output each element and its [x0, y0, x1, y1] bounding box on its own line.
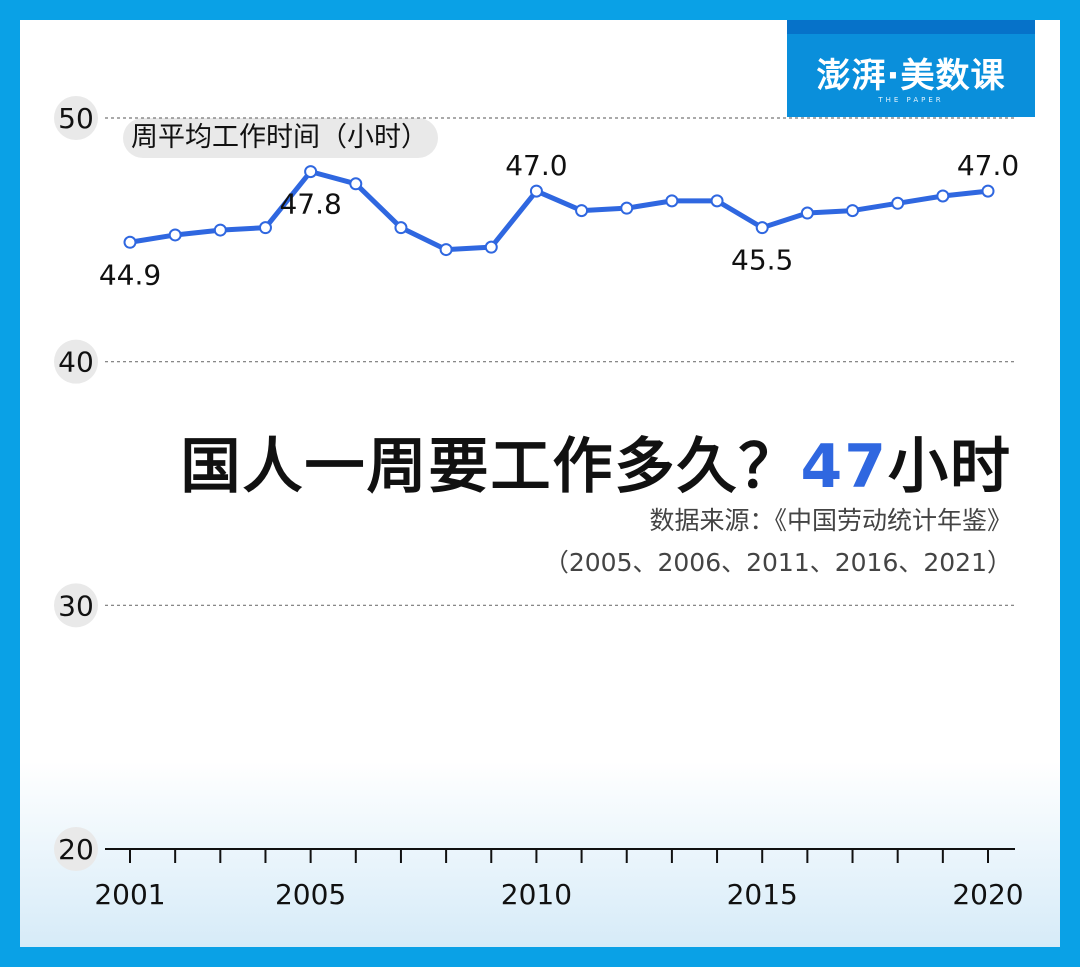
data-label-2010: 47.0: [505, 149, 567, 182]
data-label-2001: 44.9: [99, 258, 161, 291]
data-point-2016: [800, 206, 814, 220]
data-point-2013: [665, 194, 679, 208]
y-axis-label: 周平均工作时间（小时）: [123, 118, 438, 158]
y-tick-badge-20: [54, 827, 98, 871]
data-point-2011: [575, 204, 589, 218]
x-tick-label-2020: 2020: [952, 878, 1023, 911]
data-point-2015: [755, 221, 769, 235]
data-point-2012: [620, 201, 634, 215]
y-tick-badge-40: [54, 339, 98, 384]
data-label-2005: 47.8: [279, 188, 341, 221]
y-tick-badge-50: [54, 96, 98, 140]
chart-frame: 澎湃·美数课 THE PAPER 周平均工作时间（小时） 国人一周要工作多久？4…: [20, 20, 1060, 947]
x-tick-label-2001: 2001: [94, 878, 165, 911]
series-line: [127, 169, 991, 253]
data-label-2015: 45.5: [731, 244, 793, 277]
source-line-2: （2005、2006、2011、2016、2021）: [543, 548, 1012, 577]
data-point-2020: [981, 184, 995, 198]
data-label-2020: 47.0: [957, 149, 1019, 182]
data-point-2003: [213, 223, 227, 237]
source-line-1: 数据来源：《中国劳动统计年鉴》: [649, 506, 1012, 535]
data-source: 数据来源：《中国劳动统计年鉴》 （2005、2006、2011、2016、202…: [544, 500, 1012, 584]
x-tick-label-2015: 2015: [727, 878, 798, 911]
x-tick-label-2010: 2010: [501, 878, 572, 911]
data-point-2018: [891, 196, 905, 210]
logo-text: 澎湃·美数课: [816, 56, 1006, 96]
title-unit: 小时: [888, 432, 1012, 502]
y-tick-badge-30: [54, 583, 98, 628]
brand-logo: 澎湃·美数课 THE PAPER: [787, 20, 1035, 117]
y-tick-label-20: 20: [58, 833, 94, 866]
data-point-2001: [123, 235, 137, 249]
chart-title: 国人一周要工作多久？47小时: [181, 418, 1013, 505]
data-point-2017: [846, 204, 860, 218]
data-point-2005: [304, 165, 318, 179]
logo-subtext: THE PAPER: [878, 96, 944, 104]
title-main: 国人一周要工作多久？: [180, 432, 801, 502]
data-point-2014: [710, 194, 724, 208]
x-tick-label-2005: 2005: [275, 878, 346, 911]
data-point-2006: [349, 177, 363, 191]
data-point-2002: [168, 228, 182, 242]
data-point-2009: [484, 240, 498, 254]
data-point-2010: [529, 184, 543, 198]
data-point-2004: [258, 221, 272, 235]
data-point-2007: [394, 221, 408, 235]
title-highlight: 47: [800, 432, 888, 502]
y-tick-label-50: 50: [58, 102, 94, 135]
y-tick-label-40: 40: [58, 346, 94, 379]
y-tick-label-30: 30: [58, 589, 94, 622]
data-point-2008: [439, 243, 453, 257]
data-point-2019: [936, 189, 950, 203]
